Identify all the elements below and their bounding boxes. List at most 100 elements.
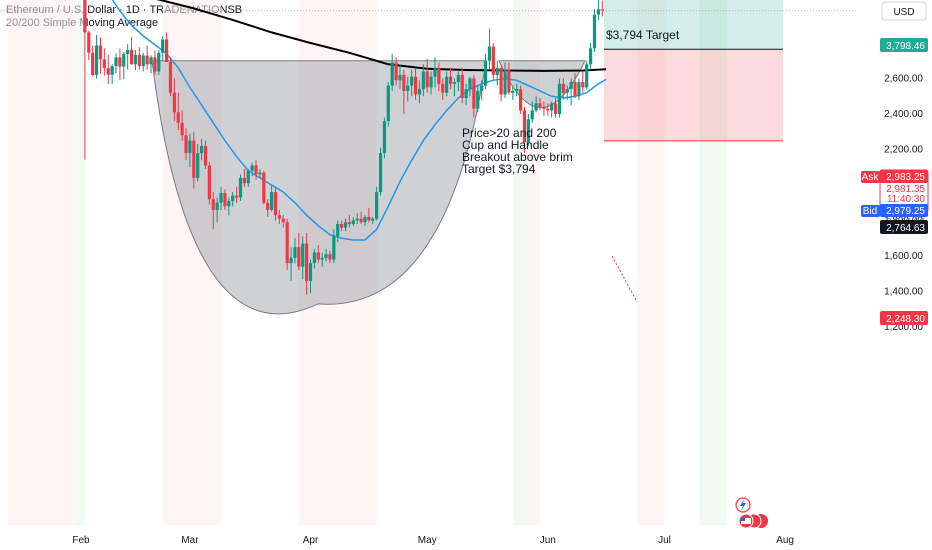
candle — [581, 71, 585, 93]
candle-body — [592, 14, 597, 49]
candle-body — [297, 247, 301, 267]
candle — [375, 186, 379, 221]
candle-body — [289, 257, 293, 264]
candle — [347, 215, 352, 228]
candle — [542, 101, 546, 116]
candle — [258, 169, 262, 178]
currency-button-frame — [881, 1, 927, 21]
session-band-1 — [77, 0, 85, 525]
candle — [141, 52, 145, 72]
candle-body — [223, 192, 227, 207]
candle-body — [316, 252, 320, 260]
candle — [534, 96, 538, 113]
candle — [270, 185, 274, 212]
bid-tag — [861, 205, 880, 217]
candle-body — [429, 76, 433, 88]
candle-body — [596, 9, 600, 15]
candle-body — [281, 218, 285, 223]
candle — [600, 0, 604, 17]
bar-countdown: 11:40:30 — [887, 194, 926, 205]
candle-body — [538, 103, 542, 107]
candle — [91, 45, 95, 77]
candle-body — [153, 57, 157, 72]
candle — [145, 45, 149, 70]
candle-body — [219, 192, 223, 203]
ask-price-label: 2,983.25 — [886, 172, 925, 183]
bid-price-label: 2,979.25 — [886, 206, 925, 217]
candle-body — [507, 69, 511, 93]
candle-body — [550, 103, 554, 111]
candle-body — [534, 103, 538, 111]
candle-body — [161, 39, 165, 53]
candle-body — [94, 45, 99, 75]
time-axis[interactable]: Feb Mar Apr May Jun Jul Aug — [0, 525, 932, 550]
target-price-badge — [880, 38, 928, 52]
candle — [192, 131, 196, 189]
us-flag-icon — [741, 518, 751, 524]
candle-body — [277, 215, 281, 219]
moving-averages — [111, 0, 607, 241]
candle-body — [437, 67, 441, 84]
price-axis[interactable]: 1,200.001,400.001,600.001,800.002,000.00… — [858, 0, 932, 525]
candle-body — [363, 216, 367, 223]
candle-body — [394, 62, 398, 81]
candle-body — [324, 254, 328, 258]
candle-body — [141, 55, 145, 67]
candle — [367, 208, 371, 223]
currency-button[interactable]: USD — [881, 1, 927, 21]
candle-body — [192, 140, 196, 178]
candle — [149, 55, 153, 74]
candle-body — [491, 46, 495, 75]
candle — [515, 83, 519, 97]
session-band-3 — [162, 0, 222, 525]
loss-zone — [604, 49, 783, 141]
candle-body — [530, 110, 534, 120]
candle-body — [102, 59, 106, 69]
candle-body — [417, 89, 422, 95]
candle-body — [367, 216, 371, 221]
candle-body — [542, 106, 546, 109]
candle-body — [320, 257, 324, 260]
candle — [227, 197, 231, 216]
candle — [246, 169, 250, 187]
event-markers[interactable] — [735, 497, 768, 529]
candle-body — [495, 67, 499, 75]
candle — [503, 62, 507, 99]
candle-body — [262, 172, 266, 203]
candle-body — [569, 82, 573, 90]
bid-tag-label: Bid — [863, 206, 877, 217]
candle-body — [129, 49, 134, 65]
candle-body — [588, 48, 593, 65]
candle — [297, 232, 301, 271]
candle-body — [133, 54, 138, 65]
candle-body — [460, 74, 464, 99]
candle — [211, 192, 215, 230]
price-tick-label: 1,400.00 — [884, 287, 923, 298]
candle — [305, 232, 309, 296]
candle-body — [585, 64, 589, 88]
candles — [64, 0, 604, 296]
candle-body — [188, 140, 192, 154]
candle — [417, 80, 422, 104]
candle — [448, 67, 453, 90]
last-price-label: 2,981.35 — [886, 184, 925, 195]
candle-body — [565, 89, 569, 93]
candle — [518, 85, 523, 114]
candle-body — [340, 224, 344, 228]
candle-body — [308, 263, 313, 281]
candle — [553, 98, 558, 118]
candle — [363, 215, 367, 226]
candle — [207, 161, 211, 205]
time-tick-label: Mar — [181, 535, 199, 546]
candle — [596, 0, 600, 20]
candle — [495, 60, 499, 86]
candle-body — [285, 222, 289, 264]
lightning-glyph — [740, 499, 746, 511]
candle — [480, 80, 484, 100]
candle-body — [390, 62, 394, 86]
position-zones — [0, 0, 858, 303]
price-tick-label: 2,200.00 — [884, 145, 923, 156]
price-tick-label: 2,400.00 — [884, 109, 923, 120]
ask-price-badge — [880, 170, 928, 183]
